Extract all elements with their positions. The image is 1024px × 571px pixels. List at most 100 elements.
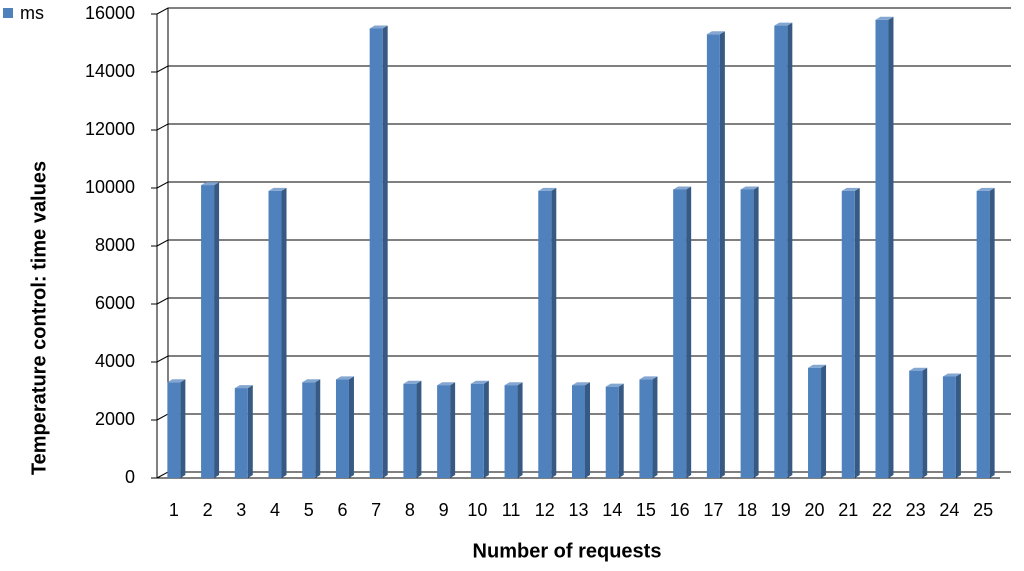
bar-front bbox=[403, 383, 417, 478]
bar-top bbox=[841, 187, 860, 191]
bar-top bbox=[470, 380, 489, 384]
y-tick-label: 6000 bbox=[95, 293, 135, 313]
bar-top bbox=[942, 373, 961, 377]
bar-top bbox=[875, 16, 894, 20]
x-tick-label: 19 bbox=[771, 500, 791, 520]
x-axis-title: Number of requests bbox=[473, 540, 662, 562]
x-tick-label: 23 bbox=[906, 500, 926, 520]
bar-top bbox=[808, 364, 827, 368]
legend-swatch bbox=[3, 8, 13, 18]
x-tick-label: 12 bbox=[535, 500, 555, 520]
bar bbox=[942, 373, 961, 478]
bar-top bbox=[740, 186, 759, 190]
x-tick-label: 15 bbox=[636, 500, 656, 520]
x-tick-label: 8 bbox=[405, 500, 415, 520]
bar-front bbox=[639, 379, 653, 478]
grid-line bbox=[156, 297, 1011, 305]
bar-top bbox=[673, 186, 692, 190]
bar-side bbox=[382, 25, 388, 478]
x-tick-label: 11 bbox=[502, 500, 521, 520]
bar-side bbox=[214, 182, 220, 478]
x-tick-label: 1 bbox=[169, 500, 179, 520]
bar-front bbox=[538, 190, 552, 478]
bar bbox=[167, 379, 186, 478]
bar-front bbox=[740, 189, 754, 478]
bar bbox=[976, 187, 995, 478]
bar-side bbox=[315, 379, 321, 478]
grid-line bbox=[156, 7, 1011, 15]
bar-side bbox=[281, 187, 287, 478]
bar-side bbox=[551, 187, 557, 478]
x-tick-label: 9 bbox=[439, 500, 449, 520]
bar-top bbox=[572, 382, 590, 386]
bar-top bbox=[201, 182, 220, 186]
x-tick-label: 5 bbox=[304, 500, 314, 520]
x-tick-label: 10 bbox=[467, 500, 487, 520]
bar bbox=[369, 25, 388, 478]
bar-top bbox=[706, 31, 725, 35]
bar-side bbox=[652, 376, 658, 478]
x-tick-label: 13 bbox=[568, 500, 588, 520]
bar-front bbox=[976, 190, 990, 478]
grid-line bbox=[156, 181, 1011, 189]
y-tick-label: 4000 bbox=[95, 351, 135, 371]
bar-side bbox=[989, 187, 995, 478]
bar-side bbox=[686, 186, 692, 478]
bar bbox=[673, 186, 692, 478]
y-axis-title: Temperature control: time values bbox=[28, 161, 50, 475]
bar-side bbox=[618, 383, 624, 478]
bar bbox=[740, 186, 759, 478]
bar-top bbox=[335, 376, 354, 380]
bar-top bbox=[403, 380, 422, 384]
y-tick-label: 8000 bbox=[95, 235, 135, 255]
bar-front bbox=[201, 185, 215, 478]
x-tick-label: 20 bbox=[805, 500, 825, 520]
bar-side bbox=[585, 382, 590, 478]
grid-line bbox=[156, 123, 1011, 131]
bar bbox=[538, 187, 557, 478]
bar-top bbox=[234, 385, 253, 389]
y-tick-label: 14000 bbox=[85, 61, 135, 81]
x-tick-label: 25 bbox=[973, 500, 993, 520]
bar bbox=[437, 382, 456, 478]
bar-top bbox=[268, 187, 287, 191]
bar-side bbox=[854, 187, 860, 478]
bar-top bbox=[437, 382, 456, 386]
bar-side bbox=[719, 31, 725, 479]
bar-front bbox=[369, 28, 383, 478]
bar-top bbox=[369, 25, 388, 29]
grid-line bbox=[156, 65, 1011, 73]
bar-side bbox=[450, 382, 456, 478]
bar-side bbox=[247, 385, 253, 478]
bar-top bbox=[605, 383, 624, 387]
x-tick-label: 16 bbox=[670, 500, 690, 520]
bar bbox=[234, 385, 253, 478]
bar bbox=[605, 383, 624, 478]
bar bbox=[639, 376, 658, 478]
bar-side bbox=[517, 382, 523, 478]
bar bbox=[470, 380, 489, 478]
bar-front bbox=[875, 19, 889, 479]
bar-top bbox=[167, 379, 186, 383]
bar-front bbox=[673, 189, 687, 478]
bar-side bbox=[888, 16, 894, 479]
x-tick-label: 4 bbox=[270, 500, 280, 520]
bar-side bbox=[416, 380, 422, 478]
bar-side bbox=[348, 376, 354, 478]
bar-front bbox=[572, 385, 585, 478]
bar bbox=[572, 382, 590, 478]
bar bbox=[504, 382, 523, 478]
bar-top bbox=[639, 376, 658, 380]
bar bbox=[268, 187, 287, 478]
grid-line bbox=[156, 239, 1011, 247]
x-tick-label: 17 bbox=[703, 500, 723, 520]
x-tick-label: 7 bbox=[371, 500, 381, 520]
bar-top bbox=[538, 187, 557, 191]
bar bbox=[706, 31, 725, 479]
bar-front bbox=[706, 34, 720, 479]
bar bbox=[774, 22, 793, 478]
bar-front bbox=[504, 385, 518, 478]
bar-side bbox=[955, 373, 961, 478]
